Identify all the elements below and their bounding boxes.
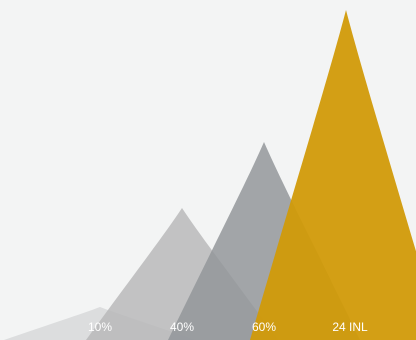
category-label: 24 INL (332, 320, 368, 334)
category-label: 10% (88, 320, 112, 334)
peak-4 (250, 10, 416, 340)
category-label: 40% (170, 320, 194, 334)
category-label: 60% (252, 320, 276, 334)
